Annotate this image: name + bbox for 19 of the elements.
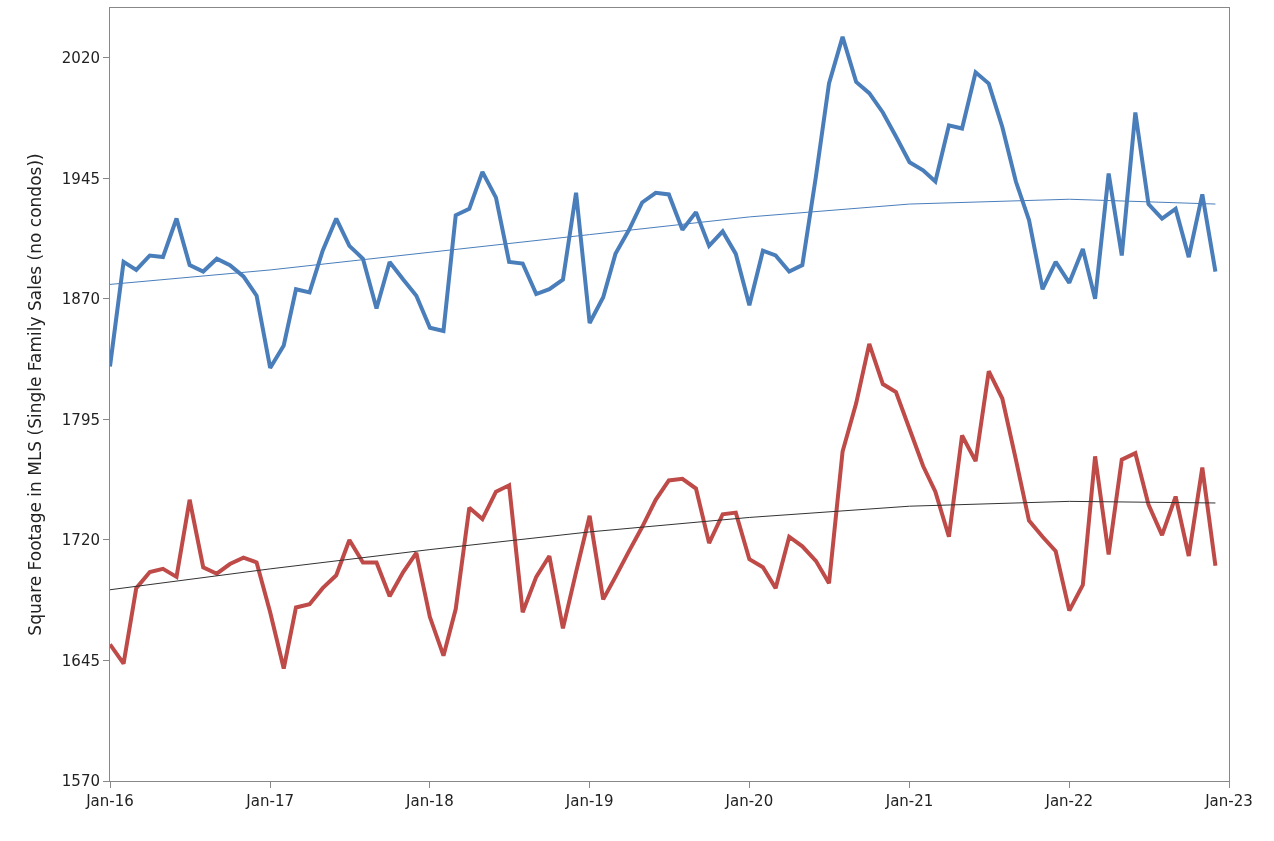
x-tick-label: Jan-20 (724, 792, 774, 810)
x-tick-label: Jan-21 (884, 792, 934, 810)
y-tick-label: 2020 (61, 49, 100, 68)
line-series (110, 34, 1218, 370)
y-tick-label: 1645 (61, 651, 100, 670)
x-tick-label: Jan-16 (85, 792, 134, 810)
line-series (110, 341, 1218, 671)
y-tick-label: 1795 (61, 410, 100, 429)
y-tick-label: 1945 (61, 169, 100, 188)
x-tick-label: Jan-23 (1204, 792, 1253, 810)
x-tick-label: Jan-19 (564, 792, 614, 810)
y-tick-label: 1870 (61, 290, 100, 309)
y-tick-label: 1720 (61, 531, 100, 550)
y-tick-label: 1570 (61, 772, 100, 791)
x-tick-label: Jan-17 (245, 792, 294, 810)
line-series (110, 500, 1216, 591)
x-tick-label: Jan-22 (1044, 792, 1094, 810)
y-axis-title: Square Footage in MLS (Single Family Sales (no condos)) (25, 153, 46, 636)
x-tick-label: Jan-18 (405, 792, 454, 810)
